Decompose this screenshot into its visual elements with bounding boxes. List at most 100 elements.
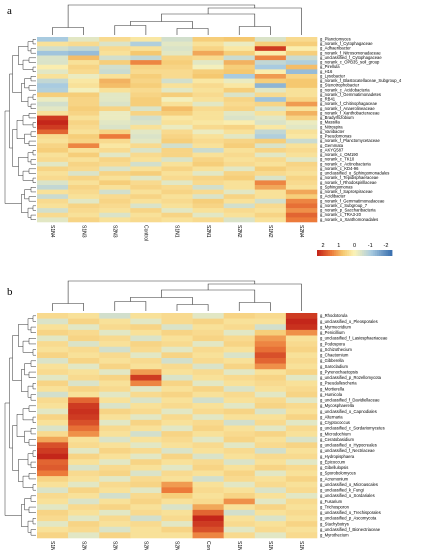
heatmap-b-cell bbox=[286, 319, 317, 325]
heatmap-a-cell bbox=[255, 42, 286, 47]
heatmap-a-cell bbox=[224, 157, 255, 162]
heatmap-b-cell bbox=[255, 426, 286, 432]
heatmap-b-row-dendrogram bbox=[5, 316, 36, 535]
heatmap-b-cell bbox=[286, 392, 317, 398]
heatmap-a-cell bbox=[37, 143, 68, 148]
panel-label-a: a bbox=[7, 5, 12, 17]
heatmap-b-cell bbox=[68, 504, 99, 510]
heatmap-b-cell bbox=[161, 392, 192, 398]
heatmap-b-row-label: g_unclassified_o_Pleosporales bbox=[320, 319, 378, 324]
heatmap-a-cell bbox=[193, 65, 224, 70]
heatmap-b-cell bbox=[68, 431, 99, 437]
heatmap-a-cell bbox=[99, 199, 130, 204]
heatmap-b-cell bbox=[99, 448, 130, 454]
heatmap-a-cell bbox=[193, 148, 224, 153]
heatmap-b-cell bbox=[68, 465, 99, 471]
heatmap-a-cell bbox=[161, 69, 192, 74]
heatmap-b-cell bbox=[193, 499, 224, 505]
heatmap-b-cell bbox=[99, 504, 130, 510]
heatmap-a-cell bbox=[37, 134, 68, 139]
heatmap-a-cell bbox=[37, 130, 68, 135]
heatmap-a-cell bbox=[286, 125, 317, 130]
heatmap-a-cell bbox=[99, 69, 130, 74]
heatmap-b-row-label: g_unclassified_f_Davidiellaceae bbox=[320, 398, 380, 403]
heatmap-a-cell bbox=[193, 69, 224, 74]
heatmap-a-cell bbox=[37, 56, 68, 61]
heatmap-b-cell bbox=[255, 471, 286, 477]
heatmap-a-cell bbox=[286, 93, 317, 98]
heatmap-b-cell bbox=[193, 426, 224, 432]
heatmap-b-row-label: g_Chaetomium bbox=[320, 353, 349, 358]
heatmap-b-cell bbox=[286, 482, 317, 488]
heatmap-b-cell bbox=[224, 313, 255, 319]
heatmap-a-cell bbox=[161, 176, 192, 181]
heatmap-b-cell bbox=[286, 386, 317, 392]
heatmap-b-col-label: S2N1 bbox=[174, 541, 180, 550]
heatmap-a-cell bbox=[68, 185, 99, 190]
heatmap-b-cell bbox=[130, 403, 161, 409]
heatmap-b-cell bbox=[286, 403, 317, 409]
heatmap-b-cell bbox=[193, 437, 224, 443]
heatmap-b-cell bbox=[68, 426, 99, 432]
heatmap-b-cell bbox=[224, 437, 255, 443]
heatmap-b-cell bbox=[161, 336, 192, 342]
heatmap-b-cell bbox=[161, 403, 192, 409]
heatmap-a-cell bbox=[255, 204, 286, 209]
heatmap-b-cell bbox=[37, 358, 68, 364]
heatmap-a-cell bbox=[68, 102, 99, 107]
heatmap-b-row-label: g_Epicoccum bbox=[320, 459, 346, 464]
heatmap-a-col-label: S1N2 bbox=[267, 225, 273, 238]
heatmap-b-cell bbox=[37, 448, 68, 454]
heatmap-b-cell bbox=[161, 454, 192, 460]
heatmap-b-cell bbox=[224, 358, 255, 364]
heatmap-a-cell bbox=[99, 162, 130, 167]
heatmap-b-cell bbox=[99, 358, 130, 364]
heatmap-b-row-label: g_Schizothecium bbox=[320, 347, 352, 352]
heatmap-b-cell bbox=[161, 493, 192, 499]
heatmap-a-cell bbox=[193, 204, 224, 209]
heatmap-a-cell bbox=[224, 148, 255, 153]
heatmap-a-cell bbox=[130, 42, 161, 47]
heatmap-a-cell bbox=[224, 185, 255, 190]
heatmap-b-row-label: g_Gibellulopsis bbox=[320, 465, 348, 470]
heatmap-a-cell bbox=[130, 148, 161, 153]
heatmap-a-cell bbox=[255, 162, 286, 167]
heatmap-b-cell bbox=[37, 336, 68, 342]
heatmap-b-cell bbox=[224, 487, 255, 493]
heatmap-b-row-label: g_unclassified_f_Bionectriaceae bbox=[320, 527, 381, 532]
heatmap-b-cell bbox=[255, 482, 286, 488]
heatmap-b-cell bbox=[255, 476, 286, 482]
heatmap-b-cell bbox=[161, 527, 192, 533]
heatmap-a-cell bbox=[130, 143, 161, 148]
heatmap-b-cell bbox=[37, 516, 68, 522]
heatmap-a-cell bbox=[286, 51, 317, 56]
heatmap-b-row-label: g_Myrothecium bbox=[320, 533, 349, 538]
heatmap-a-cell bbox=[193, 208, 224, 213]
heatmap-a-cell bbox=[130, 208, 161, 213]
heatmap-b-cell bbox=[68, 313, 99, 319]
heatmap-a-cell bbox=[161, 162, 192, 167]
heatmap-b-cell bbox=[161, 532, 192, 538]
heatmap-b-cell bbox=[37, 442, 68, 448]
heatmap-b-cell bbox=[286, 358, 317, 364]
heatmap-a-cell bbox=[68, 130, 99, 135]
heatmap-a-cell bbox=[99, 148, 130, 153]
heatmap-b-cell bbox=[68, 448, 99, 454]
heatmap-a-cell bbox=[99, 213, 130, 218]
heatmap-b-cell bbox=[286, 437, 317, 443]
heatmap-b-cell bbox=[68, 516, 99, 522]
heatmap-b-cell bbox=[161, 414, 192, 420]
heatmap-a-cell bbox=[286, 190, 317, 195]
heatmap-b-cell bbox=[255, 364, 286, 370]
heatmap-b-cell bbox=[37, 487, 68, 493]
heatmap-a-cell bbox=[130, 88, 161, 93]
heatmap-b-cell bbox=[255, 487, 286, 493]
heatmap-b-cell bbox=[68, 414, 99, 420]
heatmap-b-cell bbox=[99, 381, 130, 387]
heatmap-a-cell bbox=[37, 139, 68, 144]
heatmap-b-cell bbox=[193, 482, 224, 488]
heatmap-a-cell bbox=[37, 46, 68, 51]
heatmap-b-cell bbox=[224, 426, 255, 432]
heatmap-b-cell bbox=[255, 499, 286, 505]
heatmap-a-cell bbox=[99, 139, 130, 144]
